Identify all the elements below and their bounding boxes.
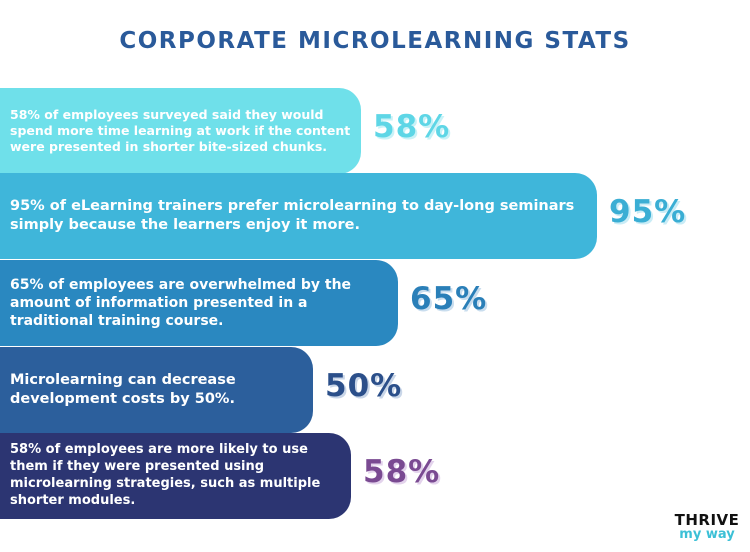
bar-1: 58% of employees surveyed said they woul… (0, 88, 361, 174)
chart-title: CORPORATE MICROLEARNING STATS (119, 28, 631, 54)
bar-label-4: Microlearning can decrease development c… (10, 372, 236, 407)
bar-label-5: 58% of employees are more likely to use … (10, 442, 321, 508)
bar-value-label-3: 65% (410, 281, 488, 317)
bar-4: Microlearning can decrease development c… (0, 347, 313, 433)
bar-label-3: 65% of employees are overwhelmed by the … (10, 276, 352, 330)
bar-value-label-1: 58% (373, 109, 451, 145)
bar-value-label-4: 50% (325, 368, 403, 404)
bar-value-label-2: 95% (609, 194, 687, 230)
bar-3: 65% of employees are overwhelmed by the … (0, 260, 398, 346)
bar-2: 95% of eLearning trainers prefer microle… (0, 173, 597, 259)
bar-label-2: 95% of eLearning trainers prefer microle… (10, 198, 575, 233)
bar-5: 58% of employees are more likely to use … (0, 433, 351, 519)
logo-line-1: THRIVE (674, 511, 740, 529)
bar-label-1: 58% of employees surveyed said they woul… (10, 106, 351, 155)
logo-line-2: my way (679, 527, 735, 542)
thrive-my-way-logo: THRIVE my way (672, 512, 742, 542)
bar-value-label-5: 58% (363, 454, 441, 490)
